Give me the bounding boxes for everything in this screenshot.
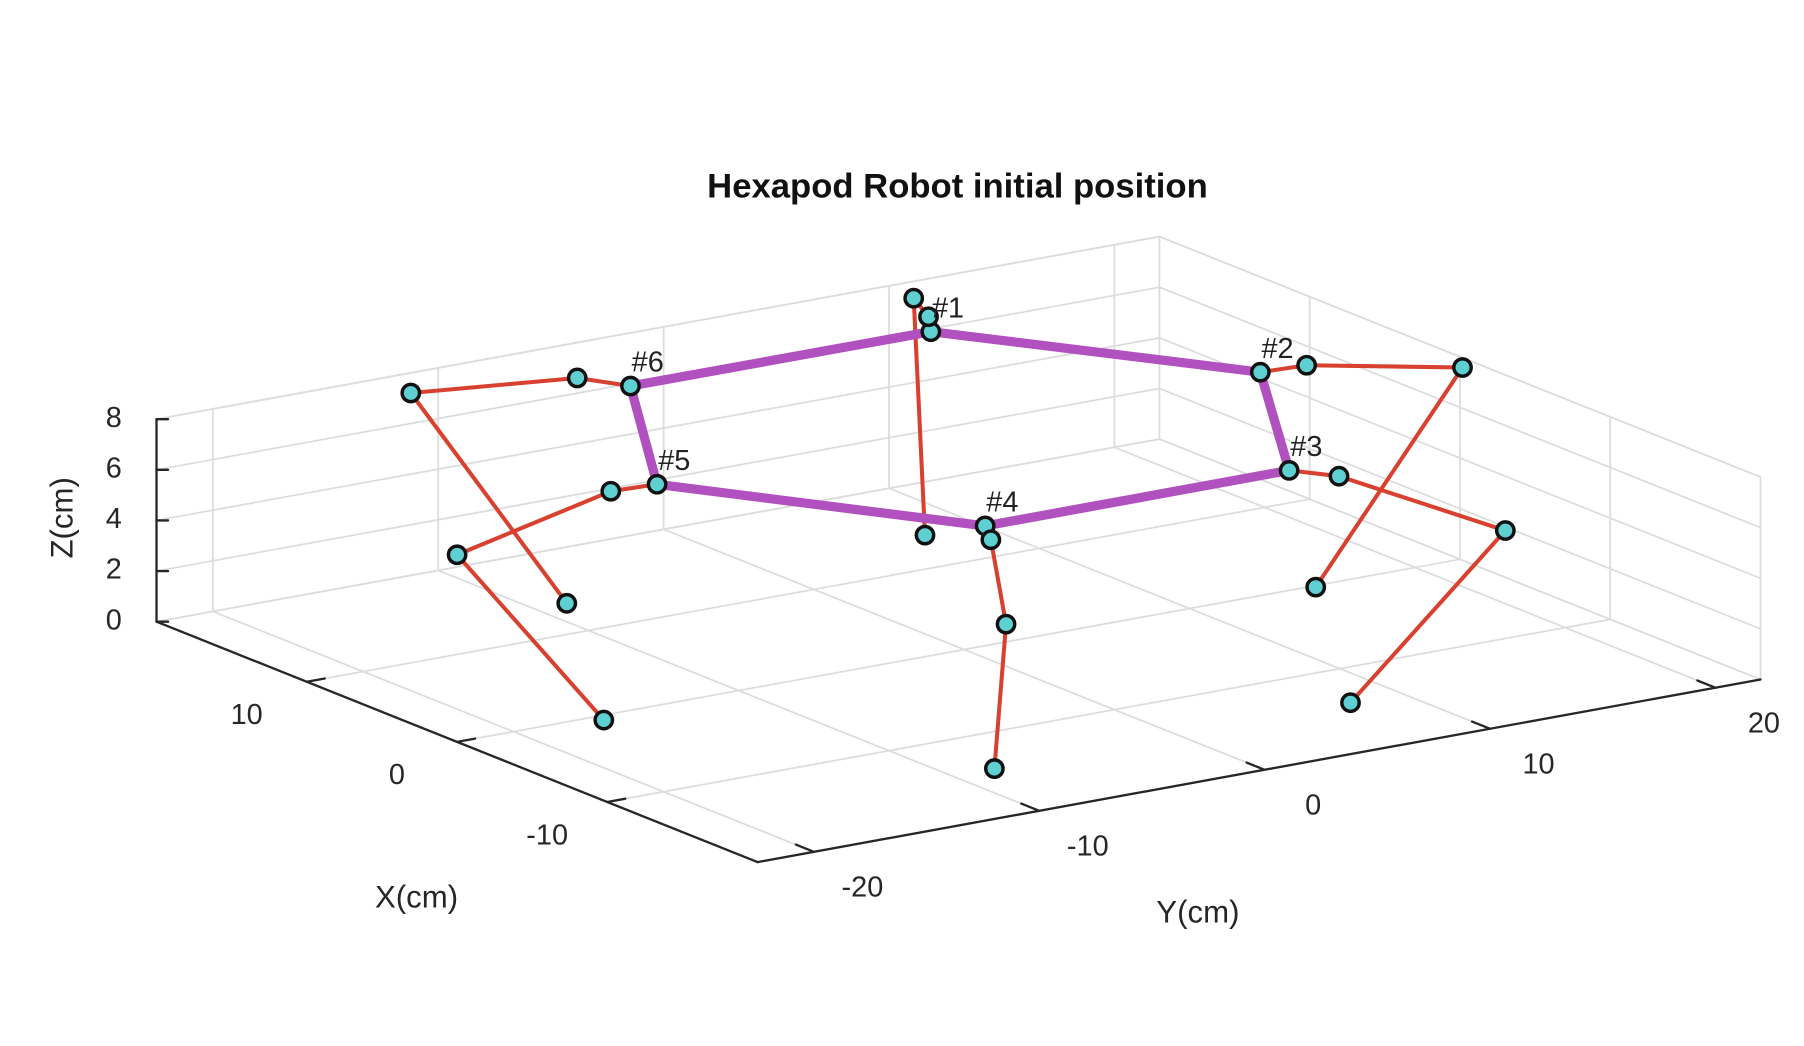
joint-marker — [983, 758, 1005, 779]
joint-marker — [566, 367, 588, 389]
z-axis-title: Z(cm) — [44, 477, 79, 558]
body-edge — [926, 327, 1265, 377]
joint-marker — [903, 287, 925, 309]
body-edge — [1255, 367, 1294, 476]
joint-marker — [400, 382, 422, 404]
joint-marker — [980, 529, 1002, 551]
box-edge — [155, 438, 1161, 623]
y-tick — [1245, 761, 1266, 771]
y-tick — [1696, 679, 1717, 689]
z-tick-label: 6 — [106, 452, 122, 484]
body-edge — [625, 381, 662, 489]
grid-line — [155, 336, 1161, 522]
grid-line — [1158, 286, 1762, 529]
grid-line — [211, 610, 815, 853]
grid-line — [437, 569, 1041, 812]
grid-line — [662, 528, 1266, 771]
x-tick-label: 0 — [389, 759, 405, 791]
x-tick — [305, 677, 326, 683]
grid-line — [305, 498, 1311, 683]
x-tick-label: 10 — [231, 699, 263, 731]
grid-line — [606, 618, 1612, 803]
y-tick — [1470, 720, 1492, 730]
leg-segment — [455, 489, 613, 557]
box-edge — [1158, 235, 1762, 478]
z-tick-label: 2 — [106, 554, 122, 586]
leg-segment — [408, 375, 580, 396]
box-edge — [155, 235, 1161, 421]
x-tick — [606, 797, 627, 804]
leg-label: #3 — [1290, 431, 1322, 463]
grid-line — [1158, 387, 1762, 630]
joint-marker — [1296, 354, 1318, 376]
chart-title: Hexapod Robot initial position — [707, 168, 1208, 206]
leg-segment — [1348, 528, 1508, 705]
x-tick — [455, 737, 477, 744]
z-tick-label: 0 — [106, 604, 122, 636]
x-axis-title: X(cm) — [375, 879, 458, 914]
joint-marker — [593, 709, 615, 731]
leg-segment — [455, 552, 606, 723]
leg-label: #5 — [658, 445, 690, 477]
leg-label: #4 — [986, 487, 1018, 519]
leg-segment — [408, 390, 569, 606]
joint-marker — [1452, 357, 1473, 378]
joint-marker — [1249, 361, 1271, 383]
joint-marker — [646, 473, 668, 495]
joint-marker — [918, 306, 939, 328]
y-tick-label: 10 — [1522, 748, 1554, 780]
z-tick-label: 4 — [106, 503, 122, 535]
y-tick-label: -20 — [842, 871, 884, 903]
joint-marker — [620, 375, 641, 397]
y-tick-label: -10 — [1067, 830, 1109, 862]
leg-label: #1 — [932, 292, 964, 324]
joint-marker — [914, 524, 936, 546]
leg-segment — [1336, 474, 1508, 533]
z-tick-label: 8 — [106, 402, 122, 434]
joint-marker — [556, 592, 578, 614]
joint-marker — [1278, 460, 1300, 481]
leg-segment — [988, 537, 1009, 627]
grid-line — [456, 558, 1461, 743]
leg-segment — [992, 622, 1009, 771]
y-axis — [756, 678, 1762, 864]
leg-segment — [1304, 363, 1465, 370]
leg-label: #6 — [632, 347, 664, 379]
joint-marker — [995, 613, 1017, 635]
y-tick — [1020, 802, 1041, 812]
leg-segment — [1313, 365, 1465, 590]
y-tick-label: 20 — [1748, 707, 1780, 739]
body-edge — [652, 479, 990, 531]
joint-marker — [1328, 465, 1350, 487]
joint-marker — [1305, 576, 1327, 598]
joint-marker — [600, 480, 622, 502]
joint-marker — [1494, 520, 1516, 541]
body-edge — [625, 327, 936, 391]
body-edge — [980, 465, 1294, 531]
y-tick-label: 0 — [1305, 789, 1321, 821]
x-tick-label: -10 — [526, 819, 568, 851]
y-axis-title: Y(cm) — [1156, 894, 1239, 929]
joint-marker — [446, 544, 468, 566]
leg-label: #2 — [1262, 333, 1294, 365]
joint-marker — [1340, 692, 1361, 714]
y-tick — [794, 843, 816, 853]
